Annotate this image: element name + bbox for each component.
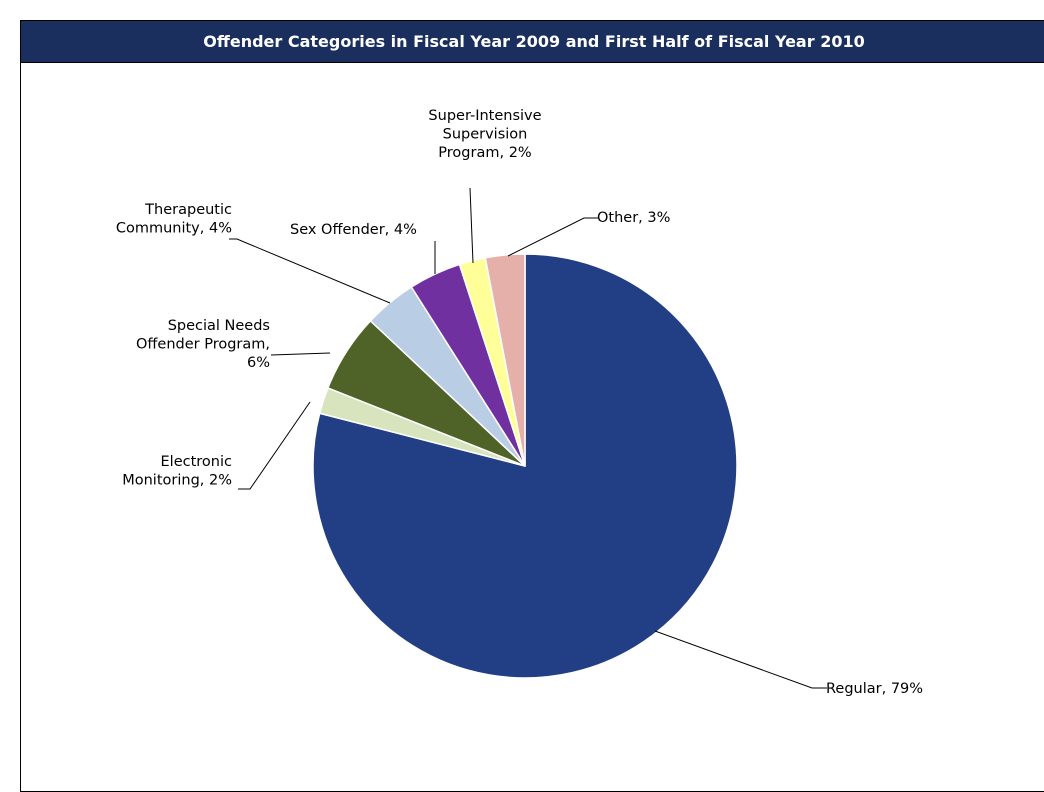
data-label-special-needs-offender-program: Special Needs Offender Program, 6% bbox=[136, 318, 270, 371]
data-label-sex-offender: Sex Offender, 4% bbox=[290, 222, 417, 238]
data-label-regular: Regular, 79% bbox=[826, 681, 923, 697]
leader-line-electronic-monitoring bbox=[238, 401, 311, 490]
leader-line-regular bbox=[654, 630, 827, 689]
leader-line-therapeutic-community bbox=[229, 238, 391, 304]
leader-line-special-needs-offender-program bbox=[270, 352, 331, 356]
data-label-therapeutic-community: Therapeutic Community, 4% bbox=[116, 202, 232, 237]
data-label-electronic-monitoring: Electronic Monitoring, 2% bbox=[122, 454, 232, 489]
data-label-other: Other, 3% bbox=[597, 210, 670, 226]
leader-line-other bbox=[507, 217, 598, 257]
chart-title: Offender Categories in Fiscal Year 2009 … bbox=[20, 20, 1044, 63]
leader-line-super-intensive-supervision-program bbox=[469, 187, 474, 264]
pie-slice-other bbox=[484, 253, 526, 467]
data-label-super-intensive-supervision-program: Super-Intensive Supervision Program, 2% bbox=[428, 108, 541, 161]
